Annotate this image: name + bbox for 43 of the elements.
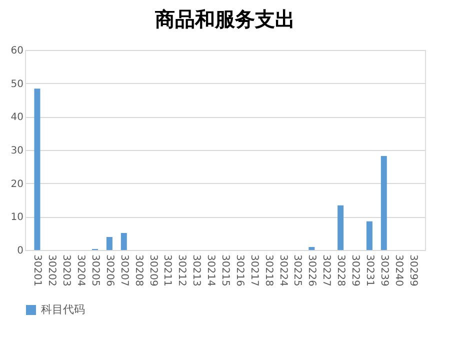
x-tick-label: 30206: [104, 254, 115, 286]
x-tick-label: 30228: [335, 254, 346, 286]
x-tick-label: 30218: [262, 254, 274, 286]
x-tick-label: 30208: [132, 254, 144, 286]
x-tick-label: 30239: [378, 254, 390, 286]
bar: [380, 156, 387, 250]
x-tick-label: 30226: [306, 254, 318, 286]
x-tick-label: 30217: [248, 254, 260, 286]
x-tick-label: 30204: [75, 254, 86, 286]
y-tick-label: 60: [10, 46, 24, 56]
bar: [366, 221, 372, 250]
x-tick-label: 30203: [60, 254, 72, 286]
y-tick-label: 30: [10, 146, 24, 156]
x-tick-label: 30216: [234, 254, 245, 286]
x-tick-label: 30212: [176, 254, 188, 286]
x-tick-label: 30202: [46, 254, 58, 286]
x-tick-label: 30201: [32, 254, 43, 286]
x-tick-label: 30299: [407, 254, 418, 286]
x-tick-label: 30224: [277, 254, 288, 286]
x-tick-label: 30231: [364, 254, 375, 286]
x-tick-label: 30209: [147, 254, 158, 286]
bar: [120, 233, 127, 250]
y-tick-label: 20: [10, 178, 24, 190]
x-tick-label: 30215: [220, 254, 230, 286]
x-tick-label: 30213: [190, 254, 202, 286]
bar: [338, 205, 344, 250]
bar: [34, 88, 40, 250]
y-tick-label: 40: [10, 112, 24, 124]
x-tick-label: 30229: [350, 254, 360, 286]
x-tick-label: 30214: [205, 254, 216, 286]
x-tick-label: 30227: [320, 254, 332, 286]
chart-title: 商品和服务支出: [154, 7, 295, 31]
y-tick-label: 0: [17, 246, 24, 256]
x-tick-label: 30211: [162, 254, 173, 286]
x-tick-label: 30207: [118, 254, 130, 286]
bar: [308, 247, 315, 250]
y-tick-label: 50: [10, 78, 24, 90]
x-tick-label: 30225: [292, 254, 303, 286]
y-tick-label: 10: [10, 212, 24, 224]
x-tick-label: 30205: [90, 254, 100, 286]
legend-label: 科目代码: [41, 303, 85, 316]
bar: [106, 237, 112, 250]
x-tick-label: 30240: [392, 254, 404, 286]
